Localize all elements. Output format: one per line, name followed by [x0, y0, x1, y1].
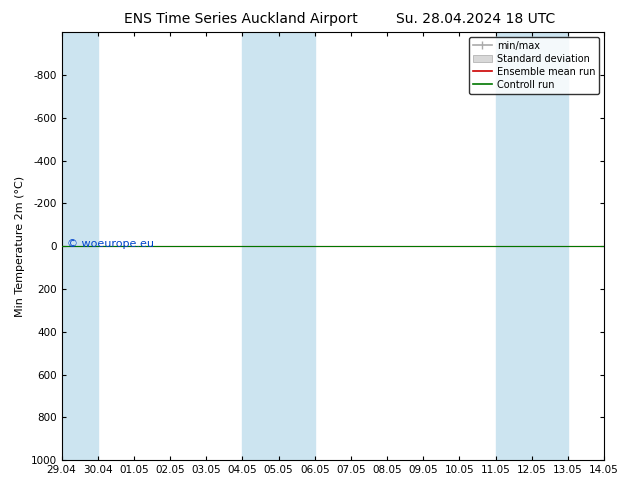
Y-axis label: Min Temperature 2m (°C): Min Temperature 2m (°C)	[15, 175, 25, 317]
Text: © woeurope.eu: © woeurope.eu	[67, 239, 154, 249]
Bar	[242, 32, 314, 460]
Bar	[496, 32, 568, 460]
Bar	[61, 32, 98, 460]
Text: Su. 28.04.2024 18 UTC: Su. 28.04.2024 18 UTC	[396, 12, 555, 26]
Legend: min/max, Standard deviation, Ensemble mean run, Controll run: min/max, Standard deviation, Ensemble me…	[469, 37, 599, 94]
Text: ENS Time Series Auckland Airport: ENS Time Series Auckland Airport	[124, 12, 358, 26]
